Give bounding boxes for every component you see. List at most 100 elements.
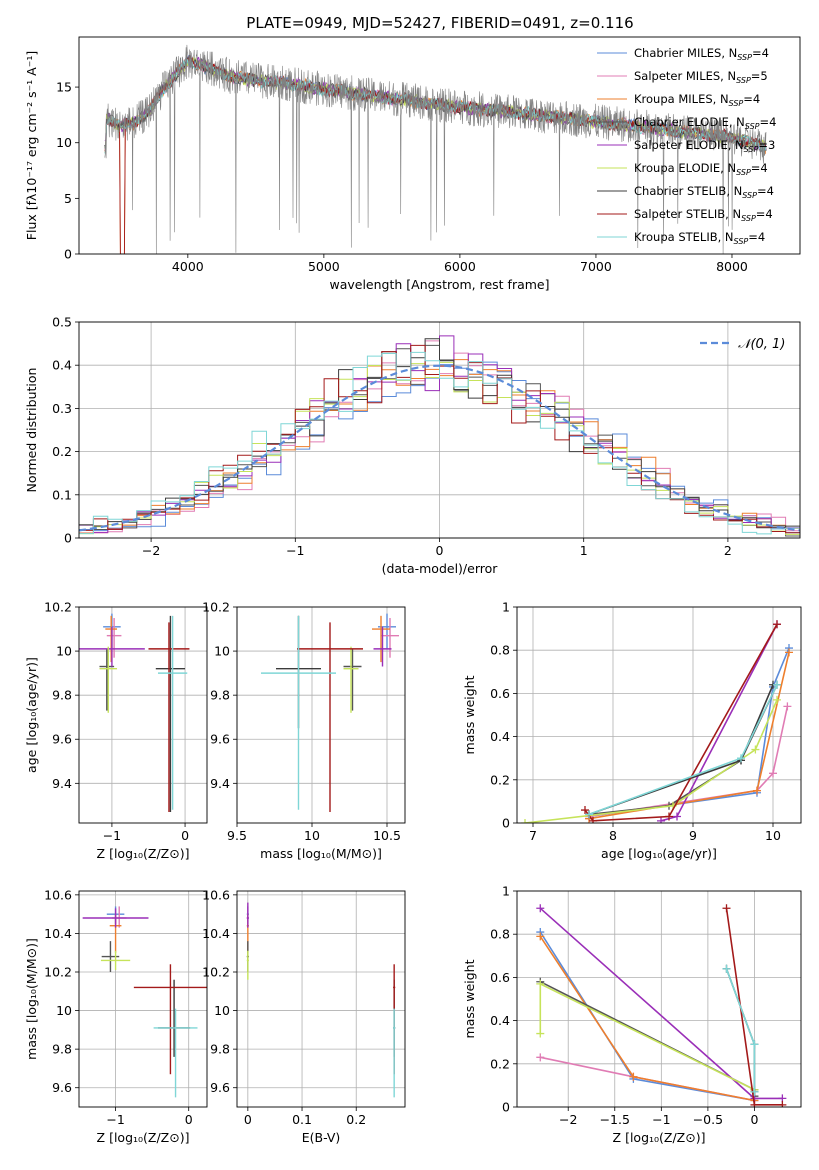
x-axis-label: E(B-V) <box>302 1130 341 1145</box>
x-tick-label: 1 <box>580 543 588 558</box>
mass-weight-series <box>722 964 759 1096</box>
x-tick-label: 6000 <box>444 259 476 274</box>
legend-suffix: =3 <box>758 138 775 152</box>
x-axis-label: (data-model)/error <box>382 561 499 576</box>
errorbar-point <box>111 906 127 928</box>
histogram-step <box>79 351 800 535</box>
normal-curve <box>79 364 800 532</box>
y-tick-label: 0.4 <box>52 358 72 373</box>
legend-label: Salpeter MILES, N <box>634 69 736 83</box>
errorbar-point <box>373 626 392 667</box>
x-tick-label: 5000 <box>308 259 340 274</box>
y-tick-label: 9.6 <box>52 1080 72 1095</box>
mass-weight-series <box>585 680 781 819</box>
errorbar-point <box>246 950 249 980</box>
x-tick-label: 0 <box>436 543 444 558</box>
series-marker <box>722 964 731 973</box>
y-tick-label: 0 <box>64 247 72 262</box>
plot-area <box>261 613 399 812</box>
panel-residuals: −2 −1 0 1 2 0 0.1 0.2 0.3 0.4 0.5 (data-model)/erro… <box>24 315 801 576</box>
errorbar-point <box>105 615 118 663</box>
legend-sub: SSP <box>729 99 744 108</box>
plot-area <box>79 613 190 812</box>
series-line <box>524 699 778 823</box>
legend-entry: Salpeter STELIB, NSSP=4 <box>634 207 773 223</box>
legend-label: Salpeter ELODIE, N <box>634 138 744 152</box>
y-tick-label: 0.2 <box>490 1056 510 1071</box>
x-axis-label: wavelength [Angstrom, rest frame] <box>329 277 549 292</box>
legend-sub: SSP <box>736 76 751 85</box>
y-tick-label: 5 <box>64 191 72 206</box>
legend-suffix: =4 <box>760 115 777 129</box>
y-tick-label: 9.8 <box>52 1042 72 1057</box>
y-tick-label: 0.4 <box>490 729 510 744</box>
legend-entry: Chabrier ELODIE, NSSP=4 <box>634 115 776 131</box>
axes-frame <box>78 606 208 824</box>
y-tick-label: 0.2 <box>52 444 72 459</box>
x-tick-label: 2 <box>724 543 732 558</box>
series-marker <box>783 702 792 711</box>
y-tick-label: 10.2 <box>44 600 72 615</box>
x-axis-label: mass [log₁₀(M/M⊙)] <box>260 846 382 861</box>
errorbar-point <box>343 646 359 713</box>
x-tick-label: 7000 <box>580 259 612 274</box>
y-tick-label: 10.4 <box>202 926 230 941</box>
legend-sub: SSP <box>745 122 760 131</box>
plot-area <box>82 906 207 1098</box>
legend-entry: Chabrier MILES, NSSP=4 <box>634 46 769 62</box>
y-tick-label: 15 <box>56 80 72 95</box>
y-tick-label: 10.2 <box>202 600 230 615</box>
panel-age-vs-mass: 9.5 10 10.5 9.4 9.6 9.8 10 10.2 mass [log₁₀(M/M⊙… <box>202 600 406 861</box>
x-tick-label: 10 <box>304 828 320 843</box>
x-axis-label: Z [log₁₀(Z/Z⊙)] <box>97 1130 190 1145</box>
legend-suffix: =4 <box>748 230 765 244</box>
x-tick-label: 8000 <box>716 259 748 274</box>
series-marker <box>536 1053 545 1062</box>
errorbar-point <box>343 648 362 711</box>
legend-entry: Kroupa MILES, NSSP=4 <box>634 92 760 108</box>
series-marker <box>536 1029 545 1038</box>
series-marker <box>778 1100 787 1107</box>
x-tick-label: −0.5 <box>693 1112 723 1127</box>
series-marker <box>585 810 593 819</box>
y-axis-label: Normed distribution <box>24 368 39 493</box>
legend-entry: Salpeter ELODIE, NSSP=3 <box>634 138 775 154</box>
legend-label: Kroupa MILES, N <box>634 92 729 106</box>
legend-suffix: =4 <box>756 207 773 221</box>
errorbar-point <box>79 626 145 667</box>
y-tick-label: 10 <box>214 1003 230 1018</box>
x-tick-label: 0 <box>244 1112 252 1127</box>
series-marker <box>665 812 673 821</box>
mass-weight-series <box>722 904 787 1107</box>
series-marker <box>773 620 781 629</box>
y-axis-label: mass weight <box>462 675 477 754</box>
errorbar-point <box>297 622 363 812</box>
y-tick-label: 9.8 <box>210 688 230 703</box>
errorbar-point <box>82 908 149 928</box>
errorbar-point <box>101 941 120 972</box>
x-tick-label: 0 <box>185 1112 193 1127</box>
errorbar-point <box>133 964 207 1075</box>
mass-weight-series <box>536 928 759 1105</box>
legend-suffix: =4 <box>751 161 768 175</box>
y-tick-label: 10.4 <box>44 926 72 941</box>
y-tick-label: 1 <box>502 600 510 615</box>
series-marker <box>536 932 545 941</box>
plot-area <box>521 620 793 823</box>
legend-sub: SSP <box>744 145 759 154</box>
x-tick-label: 9.5 <box>227 828 247 843</box>
normal-legend-label: 𝒩(0, 1) <box>738 337 785 352</box>
y-tick-label: 9.6 <box>210 1080 230 1095</box>
errorbar-point <box>157 979 191 1057</box>
x-tick-label: −2 <box>142 543 160 558</box>
y-tick-label: 10 <box>56 644 72 659</box>
series-marker <box>785 648 793 657</box>
series-marker <box>737 754 745 763</box>
y-tick-label: 9.4 <box>210 776 230 791</box>
y-tick-label: 0.8 <box>490 927 510 942</box>
x-tick-label: 8 <box>609 828 617 843</box>
x-tick-label: 0 <box>181 828 189 843</box>
y-tick-label: 1 <box>502 884 510 899</box>
